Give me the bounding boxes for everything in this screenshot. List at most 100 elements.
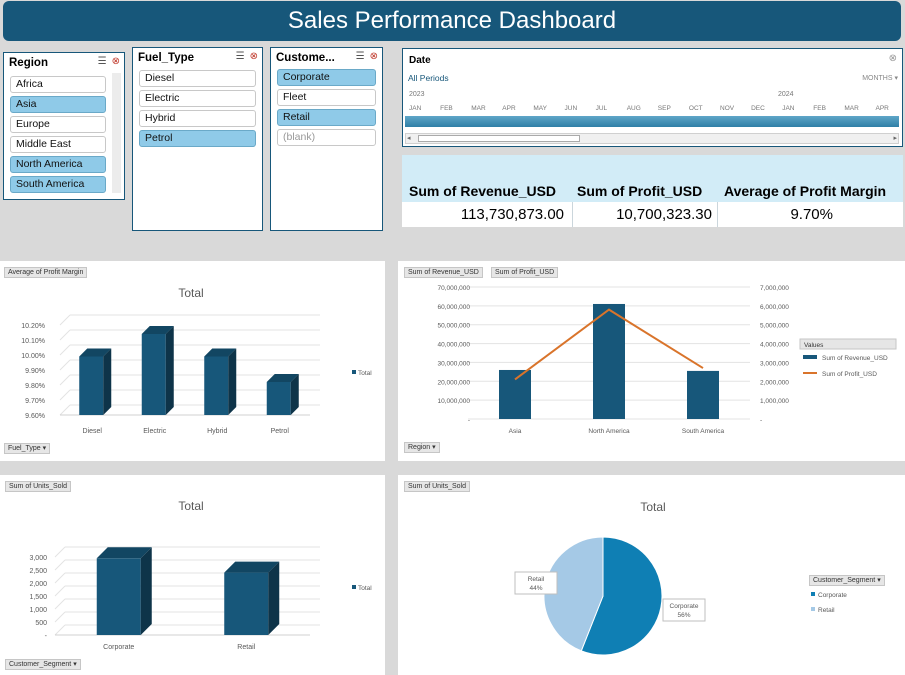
field-button-region[interactable]: Region ▾ [404,442,440,453]
y-tick-label: 1,500 [29,594,47,601]
region-slicer-scrollbar[interactable] [112,73,121,193]
timeline-month-label[interactable]: JAN [409,105,422,112]
timeline-scrollbar[interactable]: ◂ ▸ [405,133,899,144]
slicer-item-hybrid[interactable]: Hybrid [139,110,256,127]
timeline-periods-label: All Periods [408,73,449,83]
scroll-thumb[interactable] [418,135,580,142]
timeline-month-label[interactable]: MAY [533,105,547,112]
timeline-month-label[interactable]: MAR [471,105,486,112]
y-tick-label-right: 6,000,000 [760,304,789,311]
slicer-item-fleet[interactable]: Fleet [277,89,376,106]
multi-select-icon[interactable]: ☰ [355,51,365,62]
slicer-item-europe[interactable]: Europe [10,116,106,133]
units-sold-pie-panel: Sum of Units_Sold Customer_Segment ▾ Tot… [398,475,905,675]
y-tick-label-left: 60,000,000 [437,304,470,311]
legend-label: Total [358,585,372,592]
region-slicer-controls: ☰ ⊗ [93,56,120,67]
slicer-item-corporate[interactable]: Corporate [277,69,376,86]
scroll-right-icon[interactable]: ▸ [893,135,897,142]
pie-slice-corporate [580,536,663,656]
x-tick-label: Petrol [271,428,290,435]
y-tick-label-left: - [468,417,470,424]
bar-petrol [266,382,291,415]
data-label-pct: 56% [677,612,690,619]
bar-electric-side [165,326,174,415]
units-sold-chart-panel: Sum of Units_Sold Customer_Segment ▾ Tot… [0,475,385,675]
slicer-item-diesel[interactable]: Diesel [139,70,256,87]
field-button-axis[interactable]: Customer_Segment ▾ [5,659,81,670]
clear-filter-icon[interactable]: ⊗ [369,51,378,62]
multi-select-icon[interactable]: ☰ [97,56,107,67]
profit-line [514,308,704,381]
slicer-item-north-america[interactable]: North America [10,156,106,173]
y-tick-label: 10.00% [21,353,45,360]
y-tick-label-right: 3,000,000 [760,360,789,367]
field-button-axis[interactable]: Fuel_Type ▾ [4,443,51,454]
slicer-item-petrol[interactable]: Petrol [139,130,256,147]
gridline-depth [54,598,66,610]
timeline-month-label[interactable]: JUN [564,105,578,112]
slicer-item-africa[interactable]: Africa [10,76,106,93]
slicer-item-south-america[interactable]: South America [10,176,106,193]
legend-swatch-corporate [811,592,815,596]
timeline-month-label[interactable]: JAN [782,105,795,112]
profit-label: Sum of Profit_USD [577,183,703,199]
timeline-selected-bar[interactable] [405,116,899,127]
gridline-depth [59,344,71,356]
y-tick-label-left: 10,000,000 [437,398,470,405]
revenue-label: Sum of Revenue_USD [409,183,557,199]
bar-diesel-side [103,348,112,415]
timeline-month-label[interactable]: OCT [688,105,703,112]
multi-select-icon[interactable]: ☰ [235,51,245,62]
bar-retail-side [268,561,280,635]
timeline-year-2023: 2023 [409,91,425,98]
clear-filter-icon[interactable]: ⊗ [111,56,120,67]
field-button-legend[interactable]: Customer_Segment ▾ [809,575,885,586]
timeline-clear-filter-icon[interactable]: ⊗ [888,53,897,64]
timeline-month-label[interactable]: DEC [751,105,765,112]
field-button-revenue[interactable]: Sum of Revenue_USD [404,267,483,278]
timeline-month-label[interactable]: JUL [595,105,608,112]
timeline-month-label[interactable]: FEB [440,105,453,112]
field-button-value[interactable]: Sum of Units_Sold [404,481,470,492]
fuel-type-slicer: Fuel_Type ☰ ⊗ Diesel Electric Hybrid Petrol [132,47,263,231]
y-tick-label-left: 50,000,000 [437,323,470,330]
slicer-item-electric[interactable]: Electric [139,90,256,107]
date-timeline: Date ⊗ All Periods MONTHS ▾ 2023 2024 JA… [402,48,903,147]
y-tick-label: 9.80% [25,383,45,390]
region-slicer-title: Region [9,57,48,69]
y-tick-label: 2,000 [29,581,47,588]
timeline-month-label[interactable]: AUG [626,105,641,112]
timeline-month-label[interactable]: APR [502,105,516,112]
fuel-type-slicer-controls: ☰ ⊗ [231,51,258,62]
clear-filter-icon[interactable]: ⊗ [249,51,258,62]
timeline-month-label[interactable]: SEP [657,105,671,112]
timeline-month-label[interactable]: FEB [813,105,826,112]
field-button-value[interactable]: Sum of Units_Sold [5,481,71,492]
field-button-value[interactable]: Average of Profit Margin [4,267,88,278]
chart-title: Total [640,500,665,514]
timeline-level-dropdown[interactable]: MONTHS ▾ [862,75,898,82]
bar-corporate [96,558,141,635]
gridline-depth [54,611,66,623]
slicer-item-middle-east[interactable]: Middle East [10,136,106,153]
slicer-item-blank[interactable]: (blank) [277,129,376,146]
gridline-depth [59,389,71,401]
gridline-depth [54,546,66,558]
y-tick-label-right: 4,000,000 [760,342,789,349]
scroll-left-icon[interactable]: ◂ [407,135,411,142]
y-tick-label: 10.10% [21,338,45,345]
timeline-month-label[interactable]: NOV [720,105,735,112]
customer-segment-slicer-controls: ☰ ⊗ [351,51,378,62]
field-button-profit[interactable]: Sum of Profit_USD [491,267,559,278]
y-tick-label-right: 2,000,000 [760,379,789,386]
gridline-depth [54,559,66,571]
slicer-item-retail[interactable]: Retail [277,109,376,126]
timeline-month-label[interactable]: APR [875,105,889,112]
kpi-divider-2 [717,202,718,227]
units-sold-chart: Total - 500 1,000 1,500 2,000 2,500 3,000 Corpor… [29,499,372,651]
bar-asia [499,369,531,419]
slicer-item-asia[interactable]: Asia [10,96,106,113]
timeline-month-label[interactable]: MAR [844,105,859,112]
x-tick-label: Asia [509,428,522,435]
